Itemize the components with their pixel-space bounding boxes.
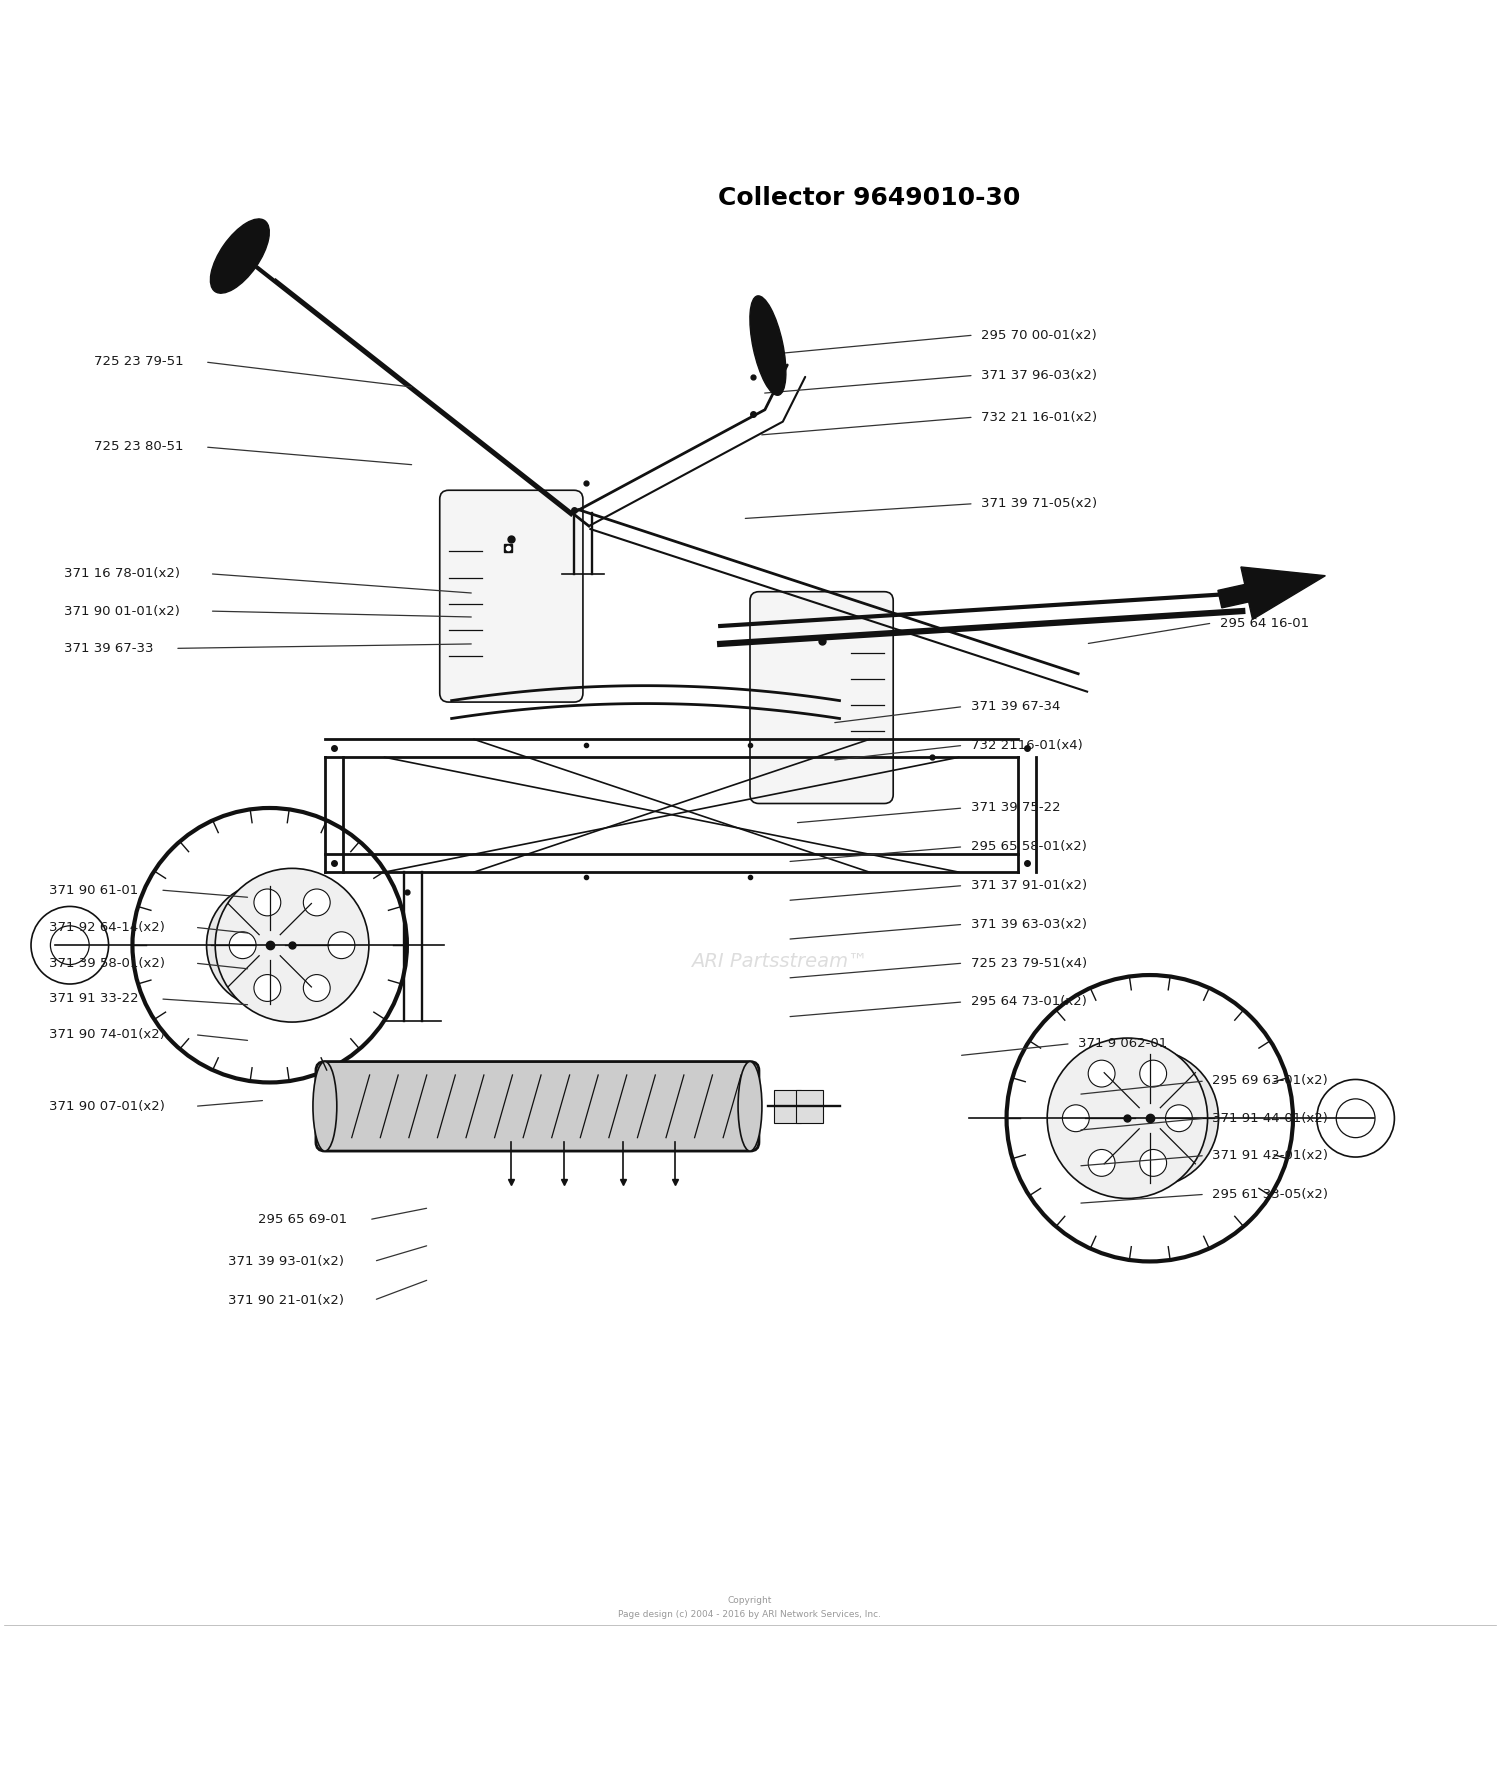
Ellipse shape — [750, 295, 786, 395]
Circle shape — [207, 882, 333, 1009]
Text: 371 90 07-01(x2): 371 90 07-01(x2) — [50, 1100, 165, 1113]
Circle shape — [1082, 1050, 1218, 1186]
Circle shape — [230, 932, 256, 959]
Text: 371 16 78-01(x2): 371 16 78-01(x2) — [64, 567, 180, 580]
Circle shape — [1088, 1150, 1114, 1177]
Circle shape — [1140, 1150, 1167, 1177]
Text: 371 90 74-01(x2): 371 90 74-01(x2) — [50, 1029, 165, 1041]
Text: 371 39 71-05(x2): 371 39 71-05(x2) — [981, 497, 1098, 510]
Text: 295 64 73-01(x2): 295 64 73-01(x2) — [970, 995, 1086, 1009]
FancyBboxPatch shape — [440, 490, 584, 701]
Circle shape — [303, 889, 330, 916]
Text: 295 65 69-01: 295 65 69-01 — [258, 1213, 347, 1225]
Text: 295 65 58-01(x2): 295 65 58-01(x2) — [970, 841, 1086, 853]
Circle shape — [328, 932, 356, 959]
Text: ARI Partsstream™: ARI Partsstream™ — [692, 952, 868, 971]
Text: 371 91 33-22: 371 91 33-22 — [50, 993, 138, 1005]
Text: 371 92 64-14(x2): 371 92 64-14(x2) — [50, 921, 165, 934]
Text: 371 37 91-01(x2): 371 37 91-01(x2) — [970, 878, 1088, 893]
Ellipse shape — [314, 1061, 338, 1150]
Text: 371 37 96-03(x2): 371 37 96-03(x2) — [981, 369, 1096, 381]
Circle shape — [1140, 1061, 1167, 1088]
Circle shape — [1166, 1106, 1192, 1132]
Text: 295 61 33-05(x2): 295 61 33-05(x2) — [1212, 1188, 1329, 1200]
Ellipse shape — [210, 218, 270, 293]
Text: 725 23 79-51(x4): 725 23 79-51(x4) — [970, 957, 1088, 970]
Text: 295 69 63-01(x2): 295 69 63-01(x2) — [1212, 1075, 1328, 1088]
FancyBboxPatch shape — [750, 592, 892, 803]
Text: 371 9 062-01: 371 9 062-01 — [1078, 1038, 1167, 1050]
Circle shape — [1047, 1038, 1208, 1199]
Text: 295 64 16-01: 295 64 16-01 — [1220, 617, 1310, 630]
Text: Collector 9649010-30: Collector 9649010-30 — [718, 186, 1020, 209]
FancyBboxPatch shape — [796, 1090, 824, 1123]
FancyBboxPatch shape — [774, 1090, 801, 1123]
Text: 732 21 16-01(x2): 732 21 16-01(x2) — [981, 411, 1098, 424]
Text: 371 39 63-03(x2): 371 39 63-03(x2) — [970, 918, 1088, 930]
Ellipse shape — [738, 1061, 762, 1150]
Text: 732 2116-01(x4): 732 2116-01(x4) — [970, 739, 1083, 751]
FancyBboxPatch shape — [316, 1061, 759, 1150]
Circle shape — [254, 975, 280, 1002]
Text: 725 23 79-51: 725 23 79-51 — [93, 356, 183, 369]
Circle shape — [303, 975, 330, 1002]
Text: 371 90 01-01(x2): 371 90 01-01(x2) — [64, 605, 180, 617]
Text: 295 70 00-01(x2): 295 70 00-01(x2) — [981, 329, 1096, 342]
Circle shape — [214, 868, 369, 1022]
Text: 371 90 61-01: 371 90 61-01 — [50, 884, 138, 896]
Circle shape — [1062, 1106, 1089, 1132]
Text: 371 90 21-01(x2): 371 90 21-01(x2) — [228, 1293, 344, 1306]
Text: 371 91 44-01(x2): 371 91 44-01(x2) — [1212, 1111, 1329, 1125]
FancyArrow shape — [1218, 567, 1326, 619]
Text: 371 39 67-34: 371 39 67-34 — [970, 699, 1060, 714]
Text: 371 39 58-01(x2): 371 39 58-01(x2) — [50, 957, 165, 970]
Text: 371 39 93-01(x2): 371 39 93-01(x2) — [228, 1254, 344, 1268]
Text: 725 23 80-51: 725 23 80-51 — [93, 440, 183, 453]
Text: 371 91 42-01(x2): 371 91 42-01(x2) — [1212, 1149, 1329, 1163]
Circle shape — [254, 889, 280, 916]
Text: Copyright
Page design (c) 2004 - 2016 by ARI Network Services, Inc.: Copyright Page design (c) 2004 - 2016 by… — [618, 1596, 882, 1619]
Circle shape — [1088, 1061, 1114, 1088]
Text: 371 39 75-22: 371 39 75-22 — [970, 801, 1060, 814]
Text: 371 39 67-33: 371 39 67-33 — [64, 642, 153, 655]
